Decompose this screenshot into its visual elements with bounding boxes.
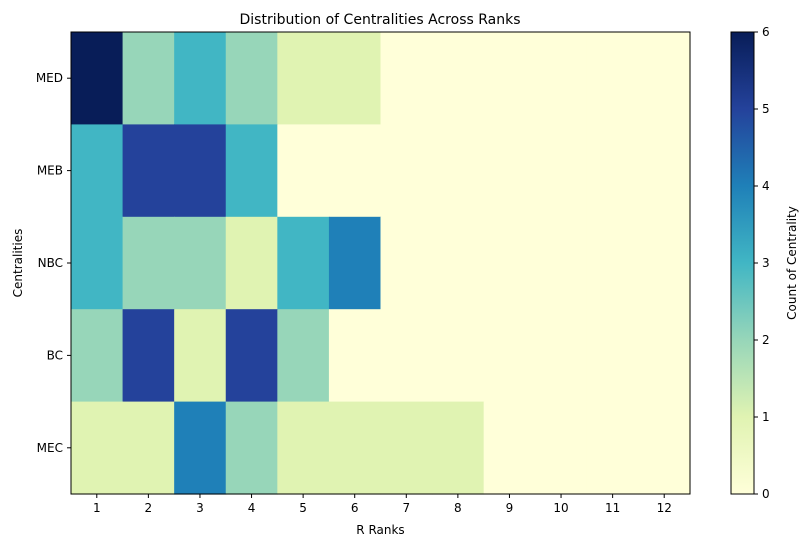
heatmap-cell-nbc-10	[535, 216, 588, 310]
heatmap-cell-med-1	[71, 32, 124, 125]
heatmap-cell-meb-2	[122, 124, 175, 218]
heatmap-cell-med-12	[638, 32, 691, 125]
colorbar: 0 1 2 3 4 5 6 Count of Centrality	[730, 25, 799, 501]
heatmap-cell-meb-9	[483, 124, 536, 218]
heatmap-cell-bc-2	[122, 309, 175, 403]
heatmap-cell-nbc-8	[432, 216, 485, 310]
x-tick-label: 8	[454, 501, 462, 515]
heatmap-cells	[71, 32, 691, 495]
heatmap-cell-bc-1	[71, 309, 124, 403]
heatmap-cell-meb-12	[638, 124, 691, 218]
heatmap-cell-med-10	[535, 32, 588, 125]
heatmap-cell-bc-12	[638, 309, 691, 403]
heatmap-cell-meb-7	[380, 124, 433, 218]
y-tick-label: BC	[47, 348, 63, 362]
heatmap-cell-meb-5	[277, 124, 330, 218]
heatmap-cell-med-6	[328, 32, 382, 125]
heatmap-cell-nbc-6	[328, 216, 382, 310]
heatmap-cell-mec-9	[483, 401, 536, 495]
colorbar-ticks: 0 1 2 3 4 5 6	[754, 25, 770, 501]
heatmap-cell-nbc-2	[122, 216, 175, 310]
heatmap-cell-nbc-11	[586, 216, 640, 310]
x-tick-label: 3	[196, 501, 204, 515]
x-tick-label: 6	[351, 501, 359, 515]
heatmap-cell-mec-12	[638, 401, 691, 495]
x-axis-ticks: 1 2 3 4 5 6 7 8 9 10 11 12	[93, 494, 672, 515]
heatmap-cell-med-3	[174, 32, 227, 125]
heatmap-cell-mec-2	[122, 401, 175, 495]
heatmap-cell-bc-9	[483, 309, 536, 403]
y-axis-label: Centralities	[11, 229, 25, 298]
heatmap-cell-nbc-7	[380, 216, 433, 310]
heatmap-cell-med-7	[380, 32, 433, 125]
heatmap-cell-nbc-5	[277, 216, 330, 310]
colorbar-tick-label: 1	[762, 410, 770, 424]
heatmap-cell-mec-8	[432, 401, 485, 495]
heatmap-cell-nbc-12	[638, 216, 691, 310]
colorbar-tick-label: 2	[762, 333, 770, 347]
heatmap-cell-meb-8	[432, 124, 485, 218]
colorbar-tick-label: 4	[762, 179, 770, 193]
heatmap-cell-nbc-9	[483, 216, 536, 310]
x-axis-label: R Ranks	[356, 523, 404, 537]
heatmap-cell-meb-6	[328, 124, 382, 218]
y-axis-ticks: MED MEB NBC BC MEC	[36, 71, 71, 455]
x-tick-label: 10	[553, 501, 568, 515]
heatmap-cell-bc-10	[535, 309, 588, 403]
heatmap-cell-bc-3	[174, 309, 227, 403]
heatmap-cell-bc-8	[432, 309, 485, 403]
heatmap-cell-meb-1	[71, 124, 124, 218]
heatmap-cell-mec-5	[277, 401, 330, 495]
heatmap-cell-mec-10	[535, 401, 588, 495]
x-tick-label: 9	[506, 501, 514, 515]
colorbar-tick-label: 0	[762, 487, 770, 501]
heatmap-cell-bc-6	[328, 309, 382, 403]
heatmap-cell-nbc-4	[225, 216, 278, 310]
heatmap-cell-bc-11	[586, 309, 640, 403]
heatmap-cell-med-2	[122, 32, 175, 125]
x-tick-label: 2	[145, 501, 153, 515]
y-tick-label: MEB	[37, 164, 63, 178]
heatmap-cell-mec-1	[71, 401, 124, 495]
heatmap-cell-meb-11	[586, 124, 640, 218]
heatmap-cell-meb-3	[174, 124, 227, 218]
heatmap-cell-meb-10	[535, 124, 588, 218]
colorbar-label: Count of Centrality	[785, 206, 799, 320]
colorbar-tick-label: 6	[762, 25, 770, 39]
colorbar-tick-label: 3	[762, 256, 770, 270]
heatmap-cell-mec-7	[380, 401, 433, 495]
heatmap-cell-bc-5	[277, 309, 330, 403]
heatmap-cell-med-4	[225, 32, 278, 125]
heatmap-cell-mec-4	[225, 401, 278, 495]
chart-title: Distribution of Centralities Across Rank…	[239, 12, 520, 28]
x-tick-label: 7	[402, 501, 410, 515]
x-tick-label: 12	[657, 501, 672, 515]
heatmap-cell-bc-7	[380, 309, 433, 403]
heatmap-cell-mec-6	[328, 401, 382, 495]
heatmap-cell-med-11	[586, 32, 640, 125]
colorbar-gradient-bar	[730, 31, 755, 495]
y-tick-label: MEC	[37, 441, 63, 455]
heatmap-cell-bc-4	[225, 309, 278, 403]
x-tick-label: 11	[605, 501, 620, 515]
x-tick-label: 1	[93, 501, 101, 515]
y-tick-label: NBC	[38, 256, 63, 270]
heatmap-cell-med-8	[432, 32, 485, 125]
colorbar-tick-label: 5	[762, 102, 770, 116]
heatmap-cell-nbc-3	[174, 216, 227, 310]
x-tick-label: 4	[248, 501, 256, 515]
y-tick-label: MED	[36, 71, 63, 85]
heatmap-cell-meb-4	[225, 124, 278, 218]
heatmap-cell-nbc-1	[71, 216, 124, 310]
heatmap-cell-med-9	[483, 32, 536, 125]
heatmap-cell-mec-11	[586, 401, 640, 495]
plot-frame	[70, 31, 691, 495]
x-tick-label: 5	[299, 501, 307, 515]
heatmap-cell-mec-3	[174, 401, 227, 495]
heatmap-cell-med-5	[277, 32, 330, 125]
